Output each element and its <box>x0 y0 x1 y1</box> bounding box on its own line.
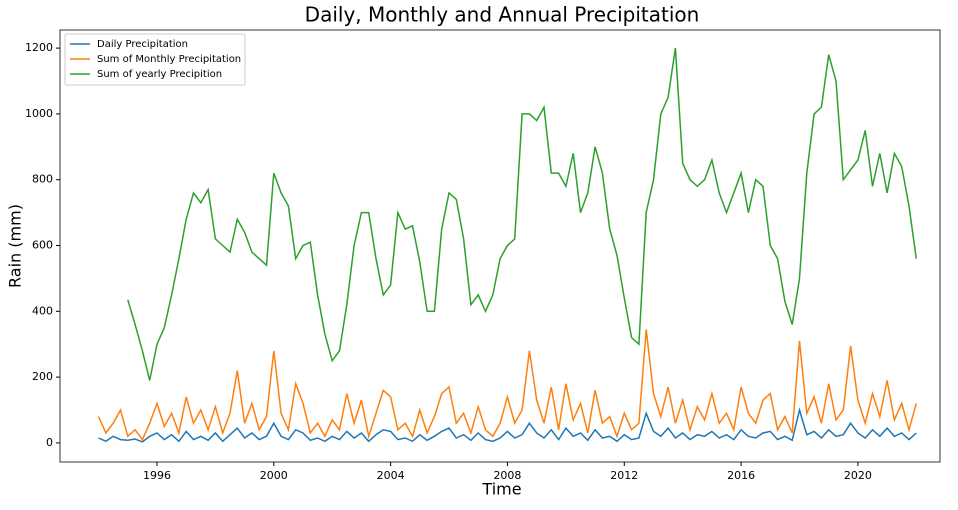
chart-title: Daily, Monthly and Annual Precipitation <box>305 3 700 27</box>
y-axis-label: Rain (mm) <box>6 204 25 288</box>
legend-box <box>64 33 246 86</box>
y-tick-label: 200 <box>32 370 53 383</box>
legend: Daily Precipitation Sum of Monthly Precip… <box>64 33 246 86</box>
y-tick-label: 1000 <box>25 107 53 120</box>
x-tick-label: 2000 <box>260 469 288 482</box>
y-tick-label: 800 <box>32 173 53 186</box>
series-line <box>127 47 918 381</box>
series-line <box>98 407 917 443</box>
legend-label: Daily Precipitation <box>97 39 188 50</box>
x-tick-label: 2004 <box>377 469 405 482</box>
x-tick-label: 1996 <box>143 469 171 482</box>
x-tick-label: 2008 <box>493 469 521 482</box>
y-tick-label: 600 <box>32 239 53 252</box>
x-axis-label: Time <box>481 480 521 499</box>
x-tick-label: 2020 <box>844 469 872 482</box>
y-tick-label: 1200 <box>25 41 53 54</box>
x-tick-label: 2012 <box>610 469 638 482</box>
legend-label: Sum of Monthly Precipitation <box>97 54 241 65</box>
x-tick-label: 2016 <box>727 469 755 482</box>
series-line <box>97 329 918 442</box>
legend-label: Sum of yearly Precipition <box>97 69 222 80</box>
plot-frame <box>59 29 941 463</box>
y-tick-label: 400 <box>32 304 53 317</box>
y-tick-label: 0 <box>46 436 53 449</box>
